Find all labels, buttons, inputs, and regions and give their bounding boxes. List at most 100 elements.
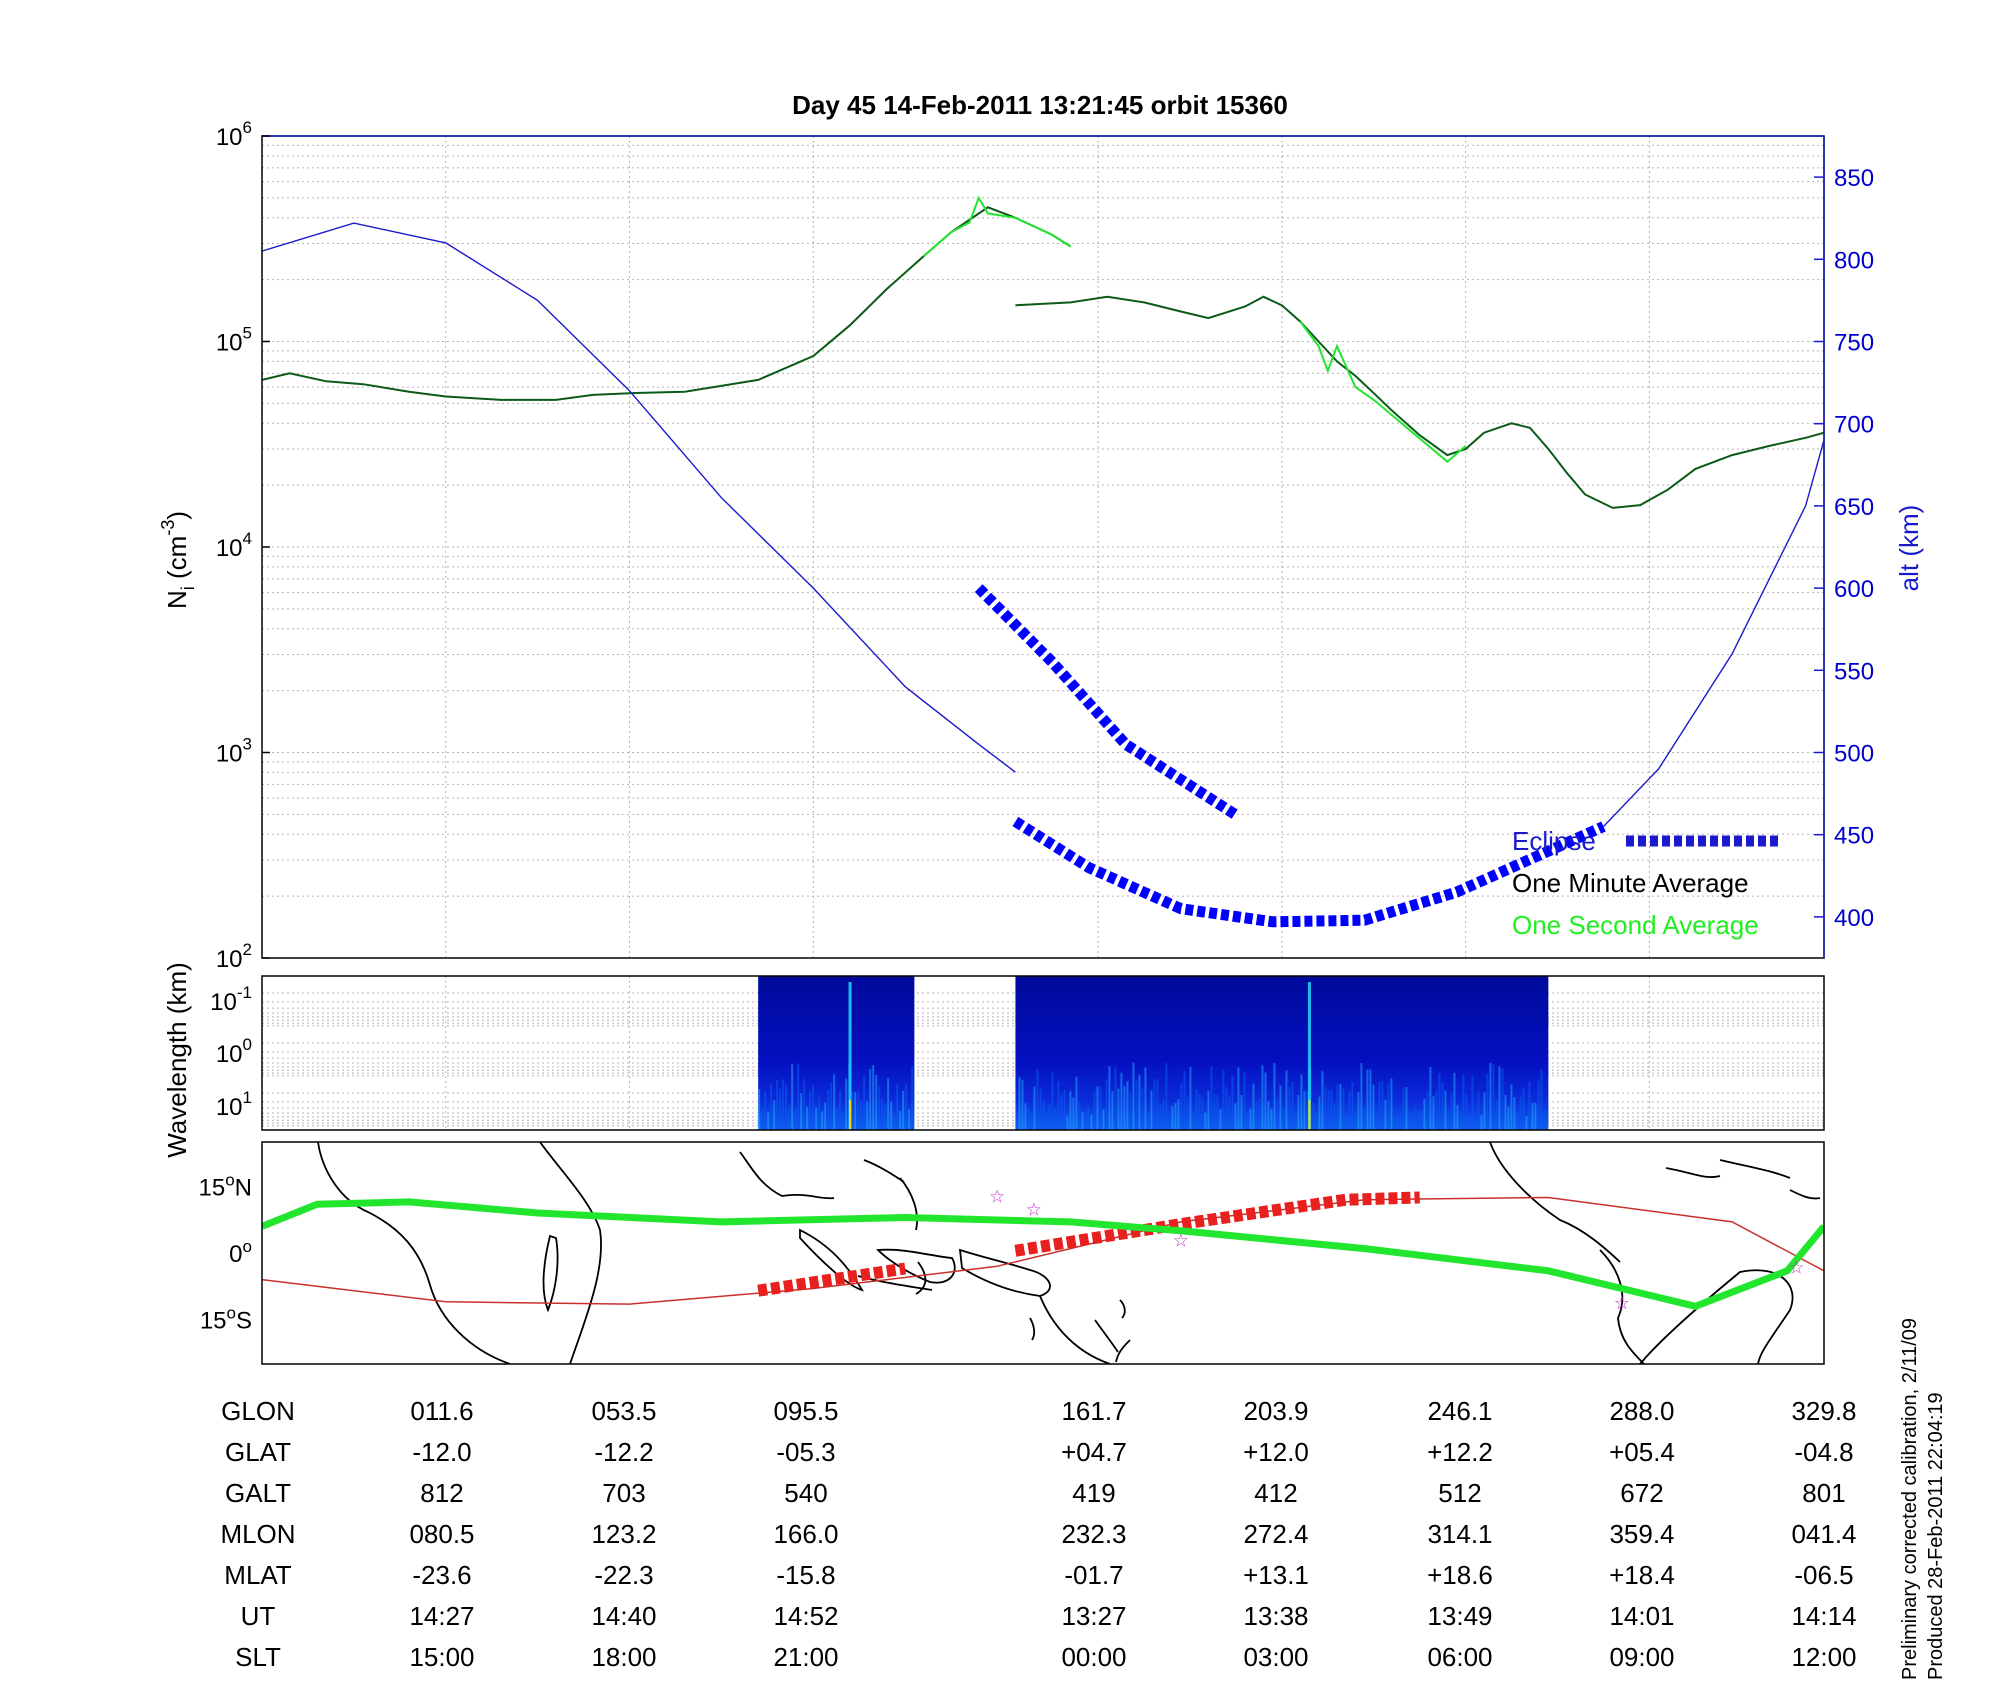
table-cell: +18.4 [1609,1560,1675,1590]
spectrogram-column [1417,1109,1420,1130]
spectrogram-image [758,976,1549,1130]
spectrogram-column [1261,1065,1264,1130]
spectrogram-column [761,1109,764,1130]
event-star-icon: ☆ [1026,1200,1042,1221]
spectrogram-column [1156,1078,1159,1130]
spectrogram-column [1441,1082,1444,1130]
spectrogram-column [1258,1098,1261,1130]
spectrogram-column [1114,1067,1117,1130]
table-cell: +12.2 [1427,1437,1493,1467]
spectrogram-column [818,1096,821,1130]
spectrogram-column [851,1091,854,1130]
table-cell: 801 [1802,1478,1845,1508]
spectrogram-column [800,1092,803,1130]
spectrogram-column [1384,1099,1387,1130]
series-line-one-second-average [922,195,1072,257]
spectrogram-column [1360,1063,1363,1130]
spectrogram-column [1207,1090,1210,1130]
spectrogram-column [1198,1093,1201,1130]
legend-eclipse-label: Eclipse [1512,826,1596,856]
spectrogram-column [1033,1086,1036,1130]
spectrogram-column [815,1107,818,1130]
density-y-tick-labels: 102 103 104 105 106 [216,118,270,973]
spectrogram-column [1255,1100,1258,1130]
spectrogram-column [1486,1073,1489,1130]
spectrogram-column [824,1102,827,1130]
spectrogram-column [797,1063,800,1130]
spectrogram-column [758,1089,761,1130]
table-cell: -22.3 [594,1560,653,1590]
spectrogram-column [1249,1108,1252,1130]
spectrogram-column [1300,1074,1303,1130]
latitude-tick-labels: 15oN 0o 15oS [198,1170,252,1334]
wavelength-tick-label: 100 [216,1035,252,1068]
series-line-one-minute-average [262,206,1072,401]
altitude-tick-label: 700 [1834,412,1874,439]
series-line-altitude [1602,439,1824,827]
spectrogram-column [1438,1073,1441,1130]
spectrogram-column [1210,1066,1213,1130]
spectrogram-column [1528,1081,1531,1130]
spectrogram-column [1501,1068,1504,1130]
spectrogram-column [1135,1080,1138,1130]
spectrogram-column [833,1074,836,1130]
spectrogram-column [1030,1111,1033,1130]
spectrogram-column [1345,1115,1348,1130]
spectrogram-column [1066,1115,1069,1130]
spectrogram-column [902,1090,905,1130]
spectrogram-column [1021,1079,1024,1130]
spectrogram-column [1240,1094,1243,1130]
spectrogram-column [782,1079,785,1130]
table-cell: -15.8 [776,1560,835,1590]
table-cell: +18.6 [1427,1560,1493,1590]
spectrogram-column [1186,1097,1189,1130]
spectrogram-column [806,1106,809,1130]
spectrogram-column [1294,1111,1297,1130]
spectrogram-column [1525,1115,1528,1130]
altitude-tick-label: 650 [1834,494,1874,521]
spectrogram-column [1165,1063,1168,1130]
spectrogram-column [1138,1074,1141,1130]
spectrogram-column [1111,1090,1114,1130]
spectrogram-column [1471,1076,1474,1130]
table-cell: 095.5 [773,1396,838,1426]
spectrogram-column [1267,1100,1270,1130]
calibration-note: Preliminary corrected calibration, 2/11/… [1899,1318,1921,1680]
spectrogram-column [1024,1103,1027,1130]
table-cell: 812 [420,1478,463,1508]
spectrogram-column [803,1079,806,1130]
spectrogram-column [1072,1097,1075,1130]
spectrogram-column [896,1083,899,1130]
spectrogram-column [845,1078,848,1130]
spectrogram-column [1498,1066,1501,1130]
spectrogram-column [1297,1095,1300,1130]
wavelength-tick-labels: 10-1 100 101 [210,983,252,1121]
table-cell: +13.1 [1243,1560,1309,1590]
spectrogram-column [1141,1088,1144,1130]
spectrogram-column [1150,1090,1153,1130]
spectrogram-column [893,1115,896,1130]
spectrogram-column [1204,1112,1207,1130]
spectrogram-column [1054,1106,1057,1130]
spectrogram-column [1465,1094,1468,1130]
event-stars: ☆ ☆ ☆ ☆ ☆ [989,1186,1805,1314]
spectrogram-column [1246,1111,1249,1130]
wavelength-tick-label: 101 [216,1088,252,1121]
spectrogram-column [1102,1109,1105,1130]
spectrogram-column [1228,1097,1231,1130]
coastlines [317,1142,1821,1364]
spectrogram-column [1312,1102,1315,1130]
spectrogram-column [1483,1092,1486,1130]
spectrogram-column [1273,1063,1276,1130]
table-cell: +05.4 [1609,1437,1675,1467]
spectrogram-column [836,1108,839,1130]
table-cell: 18:00 [591,1642,656,1672]
spectrogram-column [905,1083,908,1130]
spectrogram-column [1510,1084,1513,1130]
spectrogram-peak-hot [1308,1100,1311,1130]
spectrogram-column [1456,1104,1459,1130]
spectrogram-column [842,1113,845,1130]
altitude-tick-label: 450 [1834,823,1874,850]
eclipse-segment [1012,816,1606,928]
